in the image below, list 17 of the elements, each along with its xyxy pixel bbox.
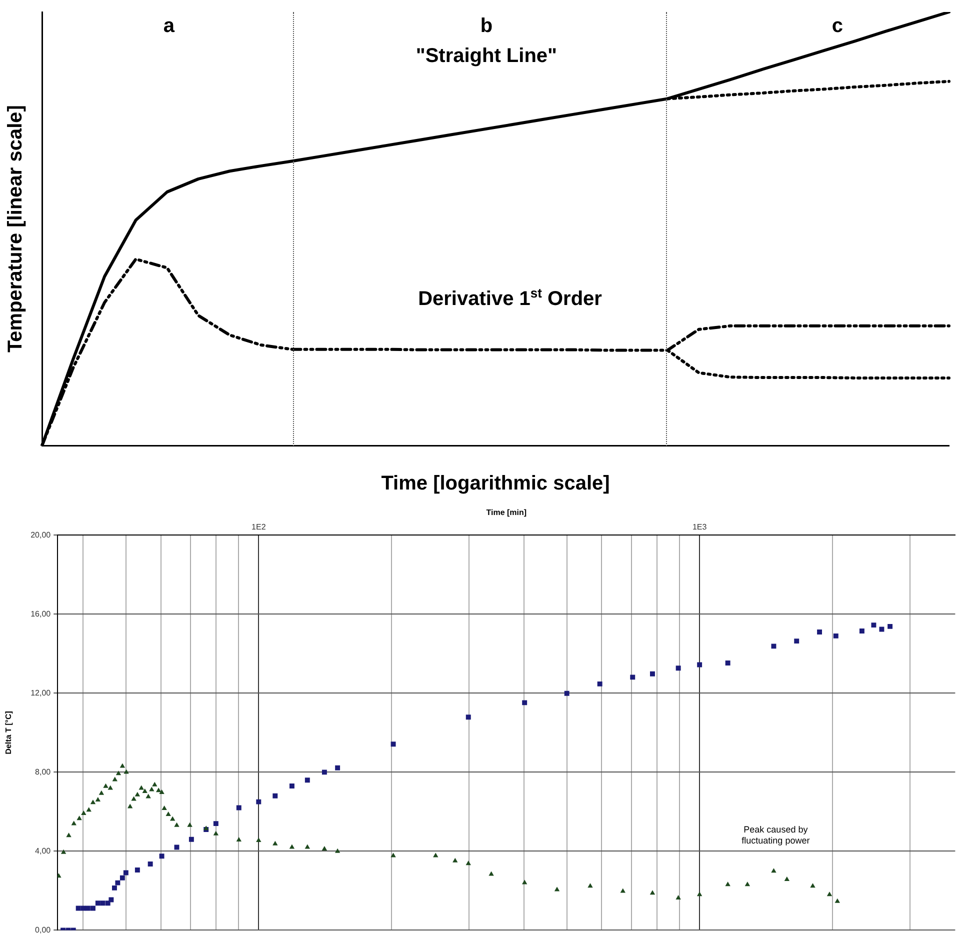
y-tick-label: 0,00 (35, 925, 52, 934)
x-tick-label: 1E2 (252, 522, 266, 532)
annotation: b (480, 14, 493, 37)
annotation: Peak caused by fluctuating power (742, 824, 810, 846)
y-tick-label: 12,00 (30, 688, 52, 698)
y-axis-title: Delta T [°C] (4, 710, 14, 754)
annotation: "Straight Line" (416, 45, 558, 68)
y-tick-label: 20,00 (30, 530, 52, 540)
y-tick-label: 8,00 (35, 767, 52, 776)
x-tick-label: 1E3 (692, 522, 708, 532)
y-axis-title: Temperature [linear scale] (4, 105, 27, 353)
annotation: c (832, 14, 844, 37)
annotation: a (163, 14, 176, 37)
y-tick-label: 4,00 (35, 846, 52, 856)
x-axis-title: Time [logarithmic scale] (381, 472, 610, 495)
y-tick-label: 16,00 (30, 609, 52, 618)
x-axis-title: Time [min] (486, 508, 527, 518)
